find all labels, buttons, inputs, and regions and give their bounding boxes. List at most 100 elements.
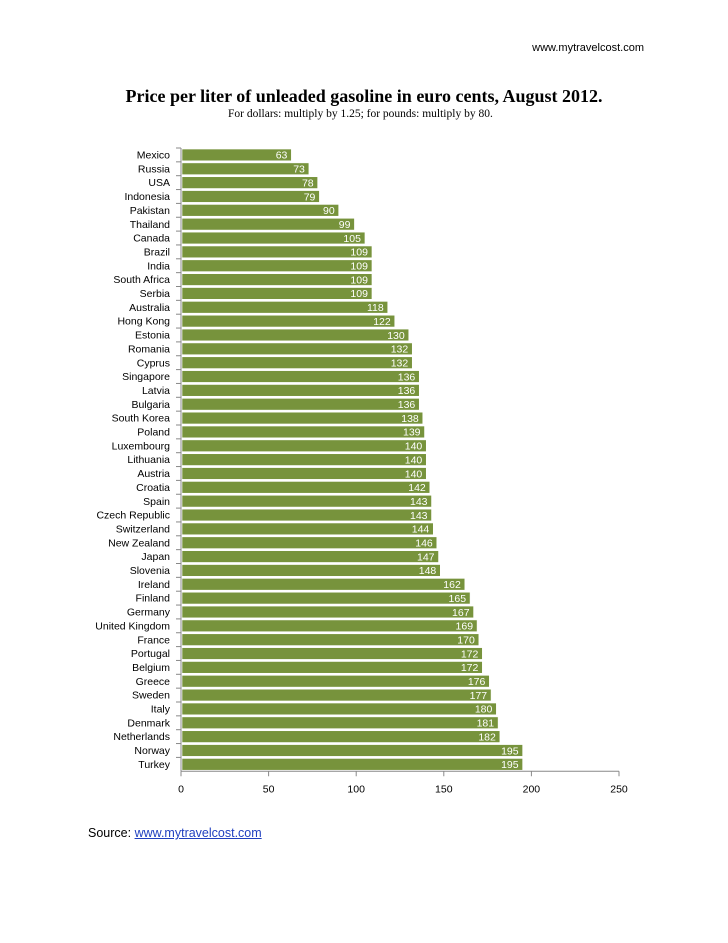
bar xyxy=(181,314,396,328)
category-label: Poland xyxy=(137,427,170,439)
value-label: 140 xyxy=(405,454,423,466)
category-label: Australia xyxy=(129,302,170,314)
category-label: Singapore xyxy=(122,371,170,383)
bar xyxy=(181,564,441,577)
category-label: India xyxy=(147,260,170,272)
category-label: Luxembourg xyxy=(112,440,171,452)
source-label: Source: xyxy=(88,826,135,840)
source-link[interactable]: www.mytravelcost.com xyxy=(134,826,262,840)
category-label: United Kingdom xyxy=(95,620,170,632)
value-label: 109 xyxy=(350,274,368,286)
value-label: 170 xyxy=(457,634,475,646)
value-label: 73 xyxy=(293,164,305,176)
category-label: Czech Republic xyxy=(96,510,170,522)
bar xyxy=(181,301,389,314)
category-label: Estonia xyxy=(135,330,170,342)
value-label: 143 xyxy=(410,496,428,508)
bar xyxy=(181,550,439,563)
bars xyxy=(181,148,523,771)
value-label: 130 xyxy=(387,330,405,342)
bar xyxy=(181,716,499,729)
category-label: Lithuania xyxy=(127,454,170,466)
bar xyxy=(181,190,320,203)
value-label: 122 xyxy=(373,316,391,328)
bar xyxy=(181,633,480,646)
value-label: 105 xyxy=(343,233,361,245)
value-label: 146 xyxy=(415,538,433,550)
bar xyxy=(181,217,355,231)
bar xyxy=(181,356,413,369)
value-label: 162 xyxy=(443,579,461,591)
bar xyxy=(181,148,292,162)
bar xyxy=(181,398,420,411)
category-label: Germany xyxy=(127,607,171,619)
value-label: 136 xyxy=(398,399,416,411)
value-label: 118 xyxy=(367,302,384,314)
category-label: Indonesia xyxy=(124,191,170,203)
value-label: 79 xyxy=(304,191,316,203)
bar xyxy=(181,481,431,494)
bar xyxy=(181,342,413,356)
value-label: 109 xyxy=(350,261,368,273)
bar xyxy=(181,384,420,397)
value-label: 167 xyxy=(452,607,470,619)
category-label: Russia xyxy=(138,163,170,175)
bar xyxy=(181,370,420,383)
bar xyxy=(181,494,432,508)
bar xyxy=(181,231,366,245)
category-label: Japan xyxy=(141,551,170,563)
x-tick-label: 0 xyxy=(178,783,184,795)
category-label: Hong Kong xyxy=(117,316,170,328)
value-label: 144 xyxy=(412,524,430,536)
bar xyxy=(181,453,427,466)
category-label: Brazil xyxy=(144,246,170,258)
value-label: 90 xyxy=(323,205,335,217)
category-label: Norway xyxy=(134,745,170,757)
category-label: Greece xyxy=(136,676,171,688)
value-label: 140 xyxy=(405,441,423,453)
category-label: Latvia xyxy=(142,385,170,397)
category-label: Cyprus xyxy=(137,357,170,369)
bar xyxy=(181,467,427,480)
category-label: Italy xyxy=(151,704,171,716)
chart-subtitle: For dollars: multiply by 1.25; for pound… xyxy=(228,108,493,120)
value-label: 99 xyxy=(339,219,351,231)
bar xyxy=(181,162,310,175)
value-label: 165 xyxy=(449,593,467,605)
bar xyxy=(181,661,483,674)
category-label: Slovenia xyxy=(130,565,170,577)
category-label: Finland xyxy=(136,593,171,605)
category-label: Austria xyxy=(137,468,170,480)
value-labels: 6373787990991051091091091091181221301321… xyxy=(276,150,519,771)
value-label: 147 xyxy=(417,551,435,563)
value-label: 78 xyxy=(302,177,314,189)
value-label: 139 xyxy=(403,427,421,439)
category-label: Bulgaria xyxy=(131,399,170,411)
bar xyxy=(181,605,474,619)
value-label: 132 xyxy=(391,344,409,356)
value-label: 195 xyxy=(501,759,519,771)
category-label: Serbia xyxy=(140,288,171,300)
bar xyxy=(181,425,425,439)
value-label: 63 xyxy=(276,150,288,162)
category-label: Portugal xyxy=(131,648,170,660)
value-label: 148 xyxy=(419,565,437,577)
category-label: Turkey xyxy=(138,759,170,771)
value-label: 136 xyxy=(398,385,416,397)
category-label: Netherlands xyxy=(113,731,170,743)
value-label: 136 xyxy=(398,371,416,383)
x-tick-label: 150 xyxy=(435,783,453,795)
value-label: 181 xyxy=(477,718,495,730)
bar xyxy=(181,439,427,452)
source-note: Source: www.mytravelcost.com xyxy=(88,826,262,840)
value-label: 195 xyxy=(501,745,519,757)
category-label: Croatia xyxy=(136,482,170,494)
category-label: Belgium xyxy=(132,662,170,674)
chart-title: Price per liter of unleaded gasoline in … xyxy=(125,86,603,106)
bar xyxy=(181,287,373,300)
bar xyxy=(181,522,434,536)
value-label: 109 xyxy=(350,288,368,300)
bar xyxy=(181,259,373,272)
value-label: 172 xyxy=(461,662,479,674)
